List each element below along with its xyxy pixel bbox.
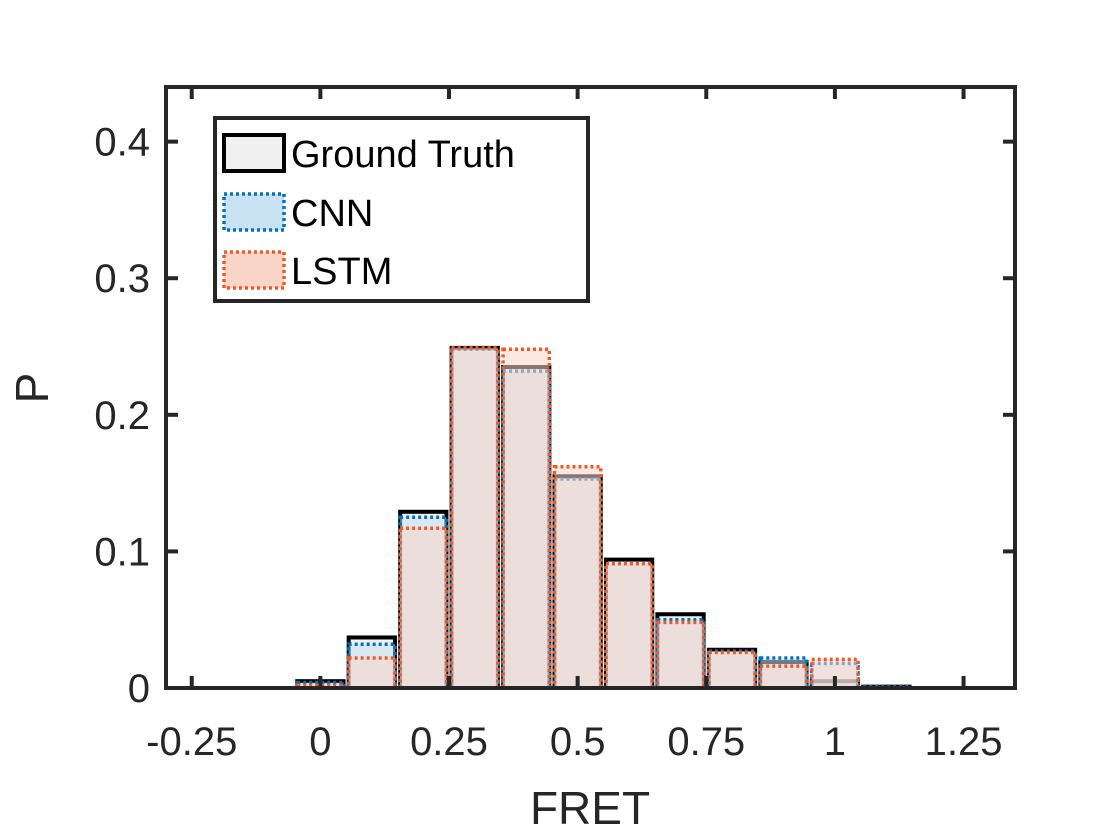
y-tick-label: 0.3 bbox=[94, 257, 150, 301]
x-tick-label: 0 bbox=[309, 720, 331, 764]
series-lstm bbox=[295, 346, 860, 690]
y-tick-label: 0.4 bbox=[94, 121, 150, 165]
bar bbox=[552, 464, 603, 690]
series-ground-truth bbox=[295, 345, 912, 691]
x-tick-label: -0.25 bbox=[146, 720, 237, 764]
y-axis-label: P bbox=[6, 373, 58, 404]
bar bbox=[398, 526, 449, 690]
legend-item: Ground Truth bbox=[222, 133, 515, 176]
bar bbox=[655, 620, 706, 690]
legend: Ground Truth CNN LSTM bbox=[213, 116, 590, 303]
x-tick-label: 0.5 bbox=[550, 720, 606, 764]
legend-swatch bbox=[222, 192, 286, 232]
bar bbox=[604, 561, 654, 690]
plot-frame bbox=[164, 85, 1017, 690]
x-tick-label: 1.25 bbox=[925, 720, 1003, 764]
x-axis-label: FRET bbox=[530, 782, 650, 834]
bar bbox=[758, 664, 809, 690]
bar bbox=[707, 650, 757, 690]
y-tick-label: 0.1 bbox=[94, 530, 150, 574]
legend-item: CNN bbox=[222, 192, 373, 235]
y-tick-labels: 0 0.1 0.2 0.3 0.4 bbox=[94, 121, 150, 711]
x-tick-label: 0.75 bbox=[667, 720, 745, 764]
legend-swatch bbox=[222, 250, 286, 290]
legend-label: LSTM bbox=[291, 251, 392, 293]
bar bbox=[501, 347, 552, 690]
bar bbox=[449, 346, 500, 690]
bars-layer bbox=[295, 345, 912, 691]
legend-items: Ground Truth CNN LSTM bbox=[222, 133, 515, 293]
x-tick-label: 0.25 bbox=[410, 720, 488, 764]
legend-label: Ground Truth bbox=[291, 134, 515, 176]
x-tick-label: 1 bbox=[824, 720, 846, 764]
y-tick-label: 0 bbox=[128, 667, 150, 711]
bar bbox=[346, 656, 397, 690]
legend-swatch bbox=[222, 133, 286, 173]
legend-item: LSTM bbox=[222, 250, 392, 293]
y-tick-label: 0.2 bbox=[94, 394, 150, 438]
x-tick-labels: -0.25 0 0.25 0.5 0.75 1 1.25 bbox=[146, 720, 1002, 764]
legend-label: CNN bbox=[291, 193, 373, 235]
